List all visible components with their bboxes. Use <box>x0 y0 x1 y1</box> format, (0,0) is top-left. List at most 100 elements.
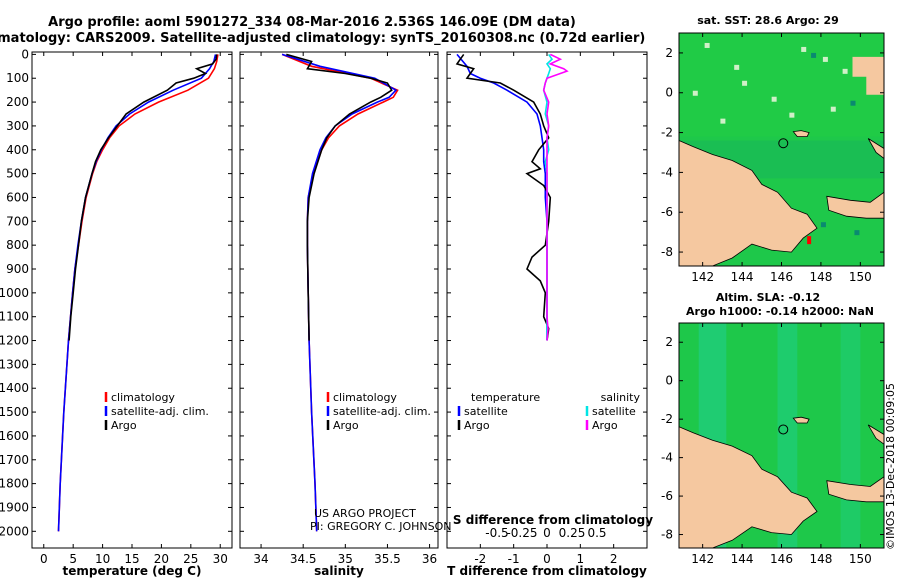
sst-map-title: sat. SST: 28.6 Argo: 29 <box>697 14 839 27</box>
legend-s-argo-label: Argo <box>592 419 618 432</box>
cloud-pixel <box>822 56 828 62</box>
depth-tick-label: 200 <box>6 95 29 109</box>
s-tick-label: -0.5 <box>485 526 508 540</box>
legend-1-label: satellite-adj. clim. <box>111 405 209 418</box>
x-tick-label: 2 <box>610 552 618 566</box>
x-tick-label: -2 <box>474 552 486 566</box>
series-t-argo <box>455 53 552 341</box>
legend-2-label: Argo <box>111 419 137 432</box>
lat-tick-label: -8 <box>661 245 673 259</box>
x-tick-label: 30 <box>213 552 228 566</box>
depth-tick-label: 500 <box>6 167 29 181</box>
figure-title-line2: Climatology: CARS2009. Satellite-adjuste… <box>0 31 645 46</box>
legend-right-title: salinity <box>601 391 641 404</box>
depth-tick-label: 700 <box>6 214 29 228</box>
depth-tick-label: 0 <box>21 47 29 61</box>
lon-tick-label: 148 <box>809 552 832 566</box>
series-s-argo <box>542 53 569 341</box>
cloud-pixel <box>771 96 777 102</box>
cold-pixel <box>820 222 826 228</box>
s-tick-label: 0.5 <box>587 526 606 540</box>
x-tick-label: 0 <box>543 552 551 566</box>
lon-tick-label: 146 <box>770 552 793 566</box>
lat-tick-label: -6 <box>661 205 673 219</box>
legend-0-label: climatology <box>333 391 397 404</box>
land-manus <box>792 416 810 424</box>
land-new-guinea <box>678 426 818 549</box>
legend-0-label: climatology <box>111 391 175 404</box>
land-new-guinea <box>678 139 818 267</box>
argo-float-marker <box>807 236 812 245</box>
difference-panel: -2 -1 0 1 2T difference from climatology -0.5… <box>446 51 653 578</box>
cloud-masked-area <box>852 56 884 95</box>
sla-map: 142 144 146 148 150 2 0 -2 -4 -6 -8 <box>661 322 885 566</box>
x-tick-label: 10 <box>95 552 110 566</box>
depth-tick-label: 1000 <box>0 286 29 300</box>
depth-tick-label: 100 <box>6 71 29 85</box>
depth-tick-label: 2000 <box>0 524 29 538</box>
cloud-pixel <box>830 106 836 112</box>
lat-tick-label: 2 <box>665 335 673 349</box>
series-argo <box>286 53 393 341</box>
land-manus <box>792 130 810 138</box>
salinity-axes-frame <box>239 51 439 549</box>
s-tick-label: 0 <box>543 526 551 540</box>
depth-tick-label: 400 <box>6 143 29 157</box>
cloud-pixel <box>734 64 740 70</box>
warm-water-band <box>679 33 884 137</box>
float-location-marker <box>778 138 789 149</box>
x-tick-label: 34.5 <box>290 552 317 566</box>
x-tick-label: 35 <box>338 552 353 566</box>
figure-title-line1: Argo profile: aoml 5901272_334 08-Mar-20… <box>48 15 576 30</box>
lon-tick-label: 142 <box>691 552 714 566</box>
x-tick-label: 0 <box>40 552 48 566</box>
cloud-pixel <box>720 118 726 124</box>
legend-1-label: satellite-adj. clim. <box>333 405 431 418</box>
depth-tick-label: 1800 <box>0 477 29 491</box>
s-axis-label: S difference from climatology <box>453 513 653 527</box>
imos-timestamp: ©IMOS 13-Dec-2018 00:09:05 <box>884 383 897 550</box>
depth-tick-label: 1400 <box>0 381 29 395</box>
depth-tick-label: 1100 <box>0 310 29 324</box>
sst-map: 142 144 146 148 150 2 0 -2 -4 -6 -8 <box>661 32 885 284</box>
cloud-pixel <box>692 90 698 96</box>
lat-tick-label: 0 <box>665 374 673 388</box>
x-tick-label: 20 <box>154 552 169 566</box>
depth-tick-label: 300 <box>6 119 29 133</box>
lat-tick-label: -4 <box>661 165 673 179</box>
x-tick-label: 34 <box>253 552 268 566</box>
float-location-marker <box>778 424 789 435</box>
lon-tick-label: 142 <box>691 270 714 284</box>
depth-tick-label: 1600 <box>0 429 29 443</box>
lon-tick-label: 146 <box>770 270 793 284</box>
x-tick-label: -1 <box>508 552 520 566</box>
depth-tick-label: 1300 <box>0 357 29 371</box>
cloud-pixel <box>742 80 748 86</box>
lon-tick-label: 150 <box>849 270 872 284</box>
legend-t-satellite-label: satellite <box>464 405 508 418</box>
lon-tick-label: 144 <box>731 270 754 284</box>
legend-s-satellite-label: satellite <box>592 405 636 418</box>
x-axis-label: salinity <box>314 564 364 578</box>
sla-map-title-line2: Argo h1000: -0.14 h2000: NaN <box>686 305 874 318</box>
sla-streak <box>840 323 861 548</box>
series-argo <box>68 54 218 341</box>
depth-tick-label: 900 <box>6 262 29 276</box>
temperature-panel: 0100200300400500600700800900100011001200… <box>0 47 233 578</box>
depth-tick-label: 600 <box>6 190 29 204</box>
lon-tick-label: 144 <box>731 552 754 566</box>
depth-tick-label: 1500 <box>0 405 29 419</box>
cloud-pixel <box>801 46 807 52</box>
legend-2-label: Argo <box>333 419 359 432</box>
s-tick-label: 0.25 <box>559 526 586 540</box>
x-tick-label: 15 <box>124 552 139 566</box>
lat-tick-label: -2 <box>661 126 673 140</box>
cold-pixel <box>854 230 860 236</box>
lon-tick-label: 150 <box>849 552 872 566</box>
cold-pixel <box>811 52 817 58</box>
temperature-axes-frame <box>31 51 233 549</box>
depth-tick-label: 1700 <box>0 453 29 467</box>
credit-pi: PI: GREGORY C. JOHNSON <box>310 520 451 533</box>
lon-tick-label: 148 <box>809 270 832 284</box>
